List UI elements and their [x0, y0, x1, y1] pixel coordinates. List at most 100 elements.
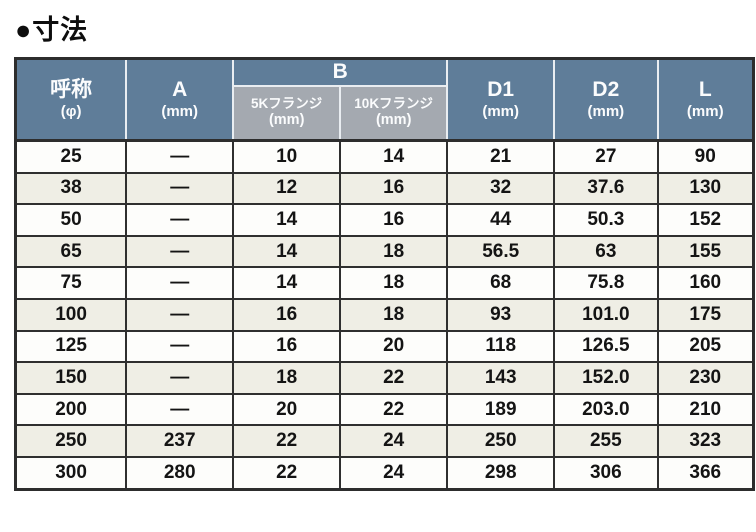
table-cell: 93: [446, 297, 556, 332]
table-row: 65—14 18 56.5 63 155: [14, 234, 755, 269]
table-row: 125—16 20 118 126.5 205: [14, 329, 755, 364]
table-cell: 25: [14, 139, 128, 174]
table-cell: 280: [125, 455, 235, 491]
table-cell: 366: [656, 455, 755, 491]
table-cell: 126.5: [553, 329, 659, 364]
table-cell: 203.0: [553, 392, 659, 427]
table-cell: —: [125, 234, 235, 269]
header-col-b-5k-unit: (mm): [268, 112, 305, 129]
table-row: 75—14 18 68 75.8 160: [14, 266, 755, 300]
header-col-name-label: 呼称: [50, 78, 93, 102]
table-cell: —: [125, 171, 235, 206]
table-cell: 27: [553, 139, 659, 174]
header-col-name: 呼称 (φ): [14, 57, 128, 142]
header-row-main: 呼称 (φ) A (mm) B D1 (mm) D2 (mm) L (mm): [14, 57, 755, 142]
table-cell: 37.6: [553, 171, 659, 206]
table-cell: 14: [232, 234, 342, 269]
table-cell: 152: [656, 203, 755, 237]
table-row: 300 280 22 24 298 306 366: [14, 455, 755, 491]
table-cell: 65: [14, 234, 128, 269]
table-cell: 16: [339, 171, 449, 206]
table-cell: 18: [232, 361, 342, 395]
table-cell: 16: [232, 297, 342, 332]
table-cell: 22: [232, 455, 342, 491]
table-cell: 160: [656, 266, 755, 300]
table-cell: 100: [14, 297, 128, 332]
table-cell: 125: [14, 329, 128, 364]
table-cell: 75.8: [553, 266, 659, 300]
header-col-d2-label: D2: [592, 78, 620, 102]
table-cell: 230: [656, 361, 755, 395]
header-col-b-5k: 5Kフランジ (mm): [232, 84, 342, 142]
table-cell: —: [125, 329, 235, 364]
header-col-d1-unit: (mm): [482, 102, 520, 120]
header-col-name-unit: (φ): [60, 102, 82, 120]
header-col-l-label: L: [698, 78, 712, 102]
page-title: ●寸法: [15, 15, 89, 45]
table-cell: 38: [14, 171, 128, 206]
table-cell: 118: [446, 329, 556, 364]
table-cell: 12: [232, 171, 342, 206]
header-col-d2: D2 (mm): [553, 57, 659, 142]
table-cell: 189: [446, 392, 556, 427]
table-cell: 237: [125, 424, 235, 458]
header-col-b-5k-label: 5Kフランジ: [251, 95, 323, 111]
table-cell: —: [125, 139, 235, 174]
table-row: 38—12 16 32 37.6 130: [14, 171, 755, 206]
table-cell: —: [125, 297, 235, 332]
table-cell: 18: [339, 234, 449, 269]
table-body: 25—10 14 21 27 90 38—12 16 32 37.6 130 50—14 16 44 50…: [14, 139, 755, 491]
table-cell: 21: [446, 139, 556, 174]
header-col-a-unit: (mm): [161, 102, 199, 120]
table-cell: 250: [446, 424, 556, 458]
table-cell: 323: [656, 424, 755, 458]
table-cell: 14: [232, 266, 342, 300]
table-cell: 24: [339, 455, 449, 491]
header-col-d1-label: D1: [487, 78, 515, 102]
table-cell: 20: [339, 329, 449, 364]
table-cell: 90: [656, 139, 755, 174]
table-cell: 10: [232, 139, 342, 174]
table-cell: 24: [339, 424, 449, 458]
table-header: 呼称 (φ) A (mm) B D1 (mm) D2 (mm) L (mm): [14, 57, 755, 142]
table-cell: 306: [553, 455, 659, 491]
table-row: 150—18 22 143 152.0 230: [14, 361, 755, 395]
table-row: 50—14 16 44 50.3 152: [14, 203, 755, 237]
table-cell: 63: [553, 234, 659, 269]
table-cell: 155: [656, 234, 755, 269]
table-cell: 14: [339, 139, 449, 174]
table-cell: 130: [656, 171, 755, 206]
table-cell: 44: [446, 203, 556, 237]
table-row: 200—20 22 189 203.0 210: [14, 392, 755, 427]
dimension-table: 呼称 (φ) A (mm) B D1 (mm) D2 (mm) L (mm): [14, 57, 755, 491]
table-cell: 56.5: [446, 234, 556, 269]
table-cell: 250: [14, 424, 128, 458]
header-col-b-label: B: [332, 60, 348, 84]
table-row: 25—10 14 21 27 90: [14, 139, 755, 174]
table-row: 100—16 18 93 101.0 175: [14, 297, 755, 332]
table-cell: 298: [446, 455, 556, 491]
table-cell: 300: [14, 455, 128, 491]
table-cell: 18: [339, 266, 449, 300]
header-col-d2-unit: (mm): [587, 102, 625, 120]
table-cell: 22: [232, 424, 342, 458]
table-cell: 152.0: [553, 361, 659, 395]
table-cell: —: [125, 361, 235, 395]
table-cell: 210: [656, 392, 755, 427]
table-cell: 143: [446, 361, 556, 395]
table-cell: —: [125, 203, 235, 237]
table-cell: 75: [14, 266, 128, 300]
table-cell: 22: [339, 361, 449, 395]
table-cell: 68: [446, 266, 556, 300]
table-cell: 175: [656, 297, 755, 332]
table-row: 250 237 22 24 250 255 323: [14, 424, 755, 458]
header-col-d1: D1 (mm): [446, 57, 556, 142]
table-cell: 205: [656, 329, 755, 364]
table-cell: —: [125, 266, 235, 300]
table-cell: 16: [232, 329, 342, 364]
header-row-sub: 5Kフランジ (mm) 10Kフランジ (mm): [16, 84, 754, 142]
table-cell: 200: [14, 392, 128, 427]
table-cell: —: [125, 392, 235, 427]
table-cell: 20: [232, 392, 342, 427]
